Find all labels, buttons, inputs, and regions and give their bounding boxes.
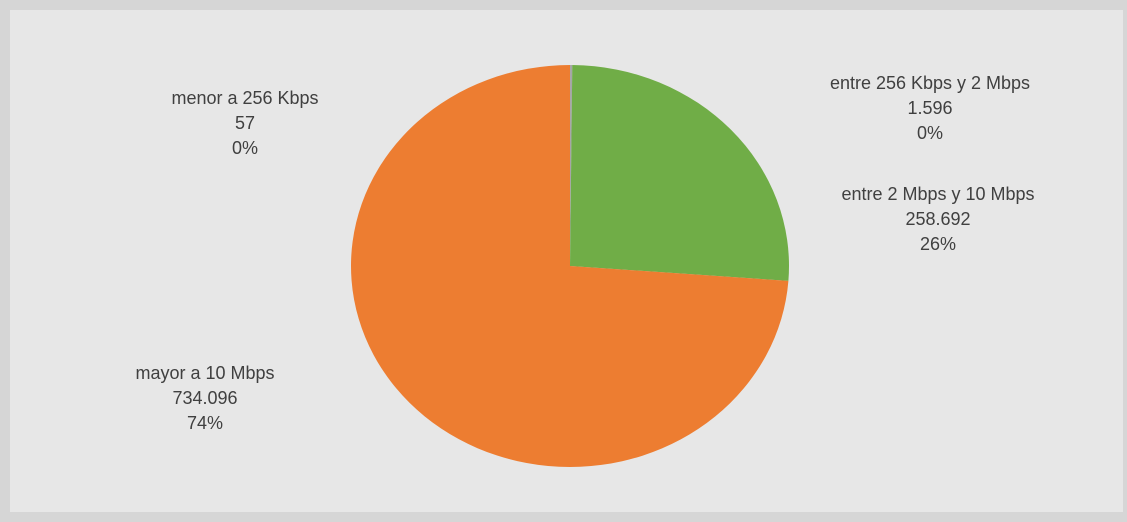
slice-percent-2m-10m: 26% [920,234,956,254]
slice-label-256k-2m: entre 256 Kbps y 2 Mbps [830,73,1030,93]
slice-label-mayor-10m: mayor a 10 Mbps [135,363,274,383]
slice-label-2m-10m: entre 2 Mbps y 10 Mbps [841,184,1034,204]
pie-slices [351,65,789,467]
slice-percent-mayor-10m: 74% [187,413,223,433]
slice-value-mayor-10m: 734.096 [172,388,237,408]
slice-label-menor-256: menor a 256 Kbps [171,88,318,108]
slice-value-menor-256: 57 [235,113,255,133]
pie-slice-2 [570,65,789,281]
slice-value-2m-10m: 258.692 [905,209,970,229]
pie-slice-1 [570,65,573,266]
slice-percent-256k-2m: 0% [917,123,943,143]
slice-value-256k-2m: 1.596 [907,98,952,118]
pie-slice-3 [351,65,789,467]
slice-percent-menor-256: 0% [232,138,258,158]
